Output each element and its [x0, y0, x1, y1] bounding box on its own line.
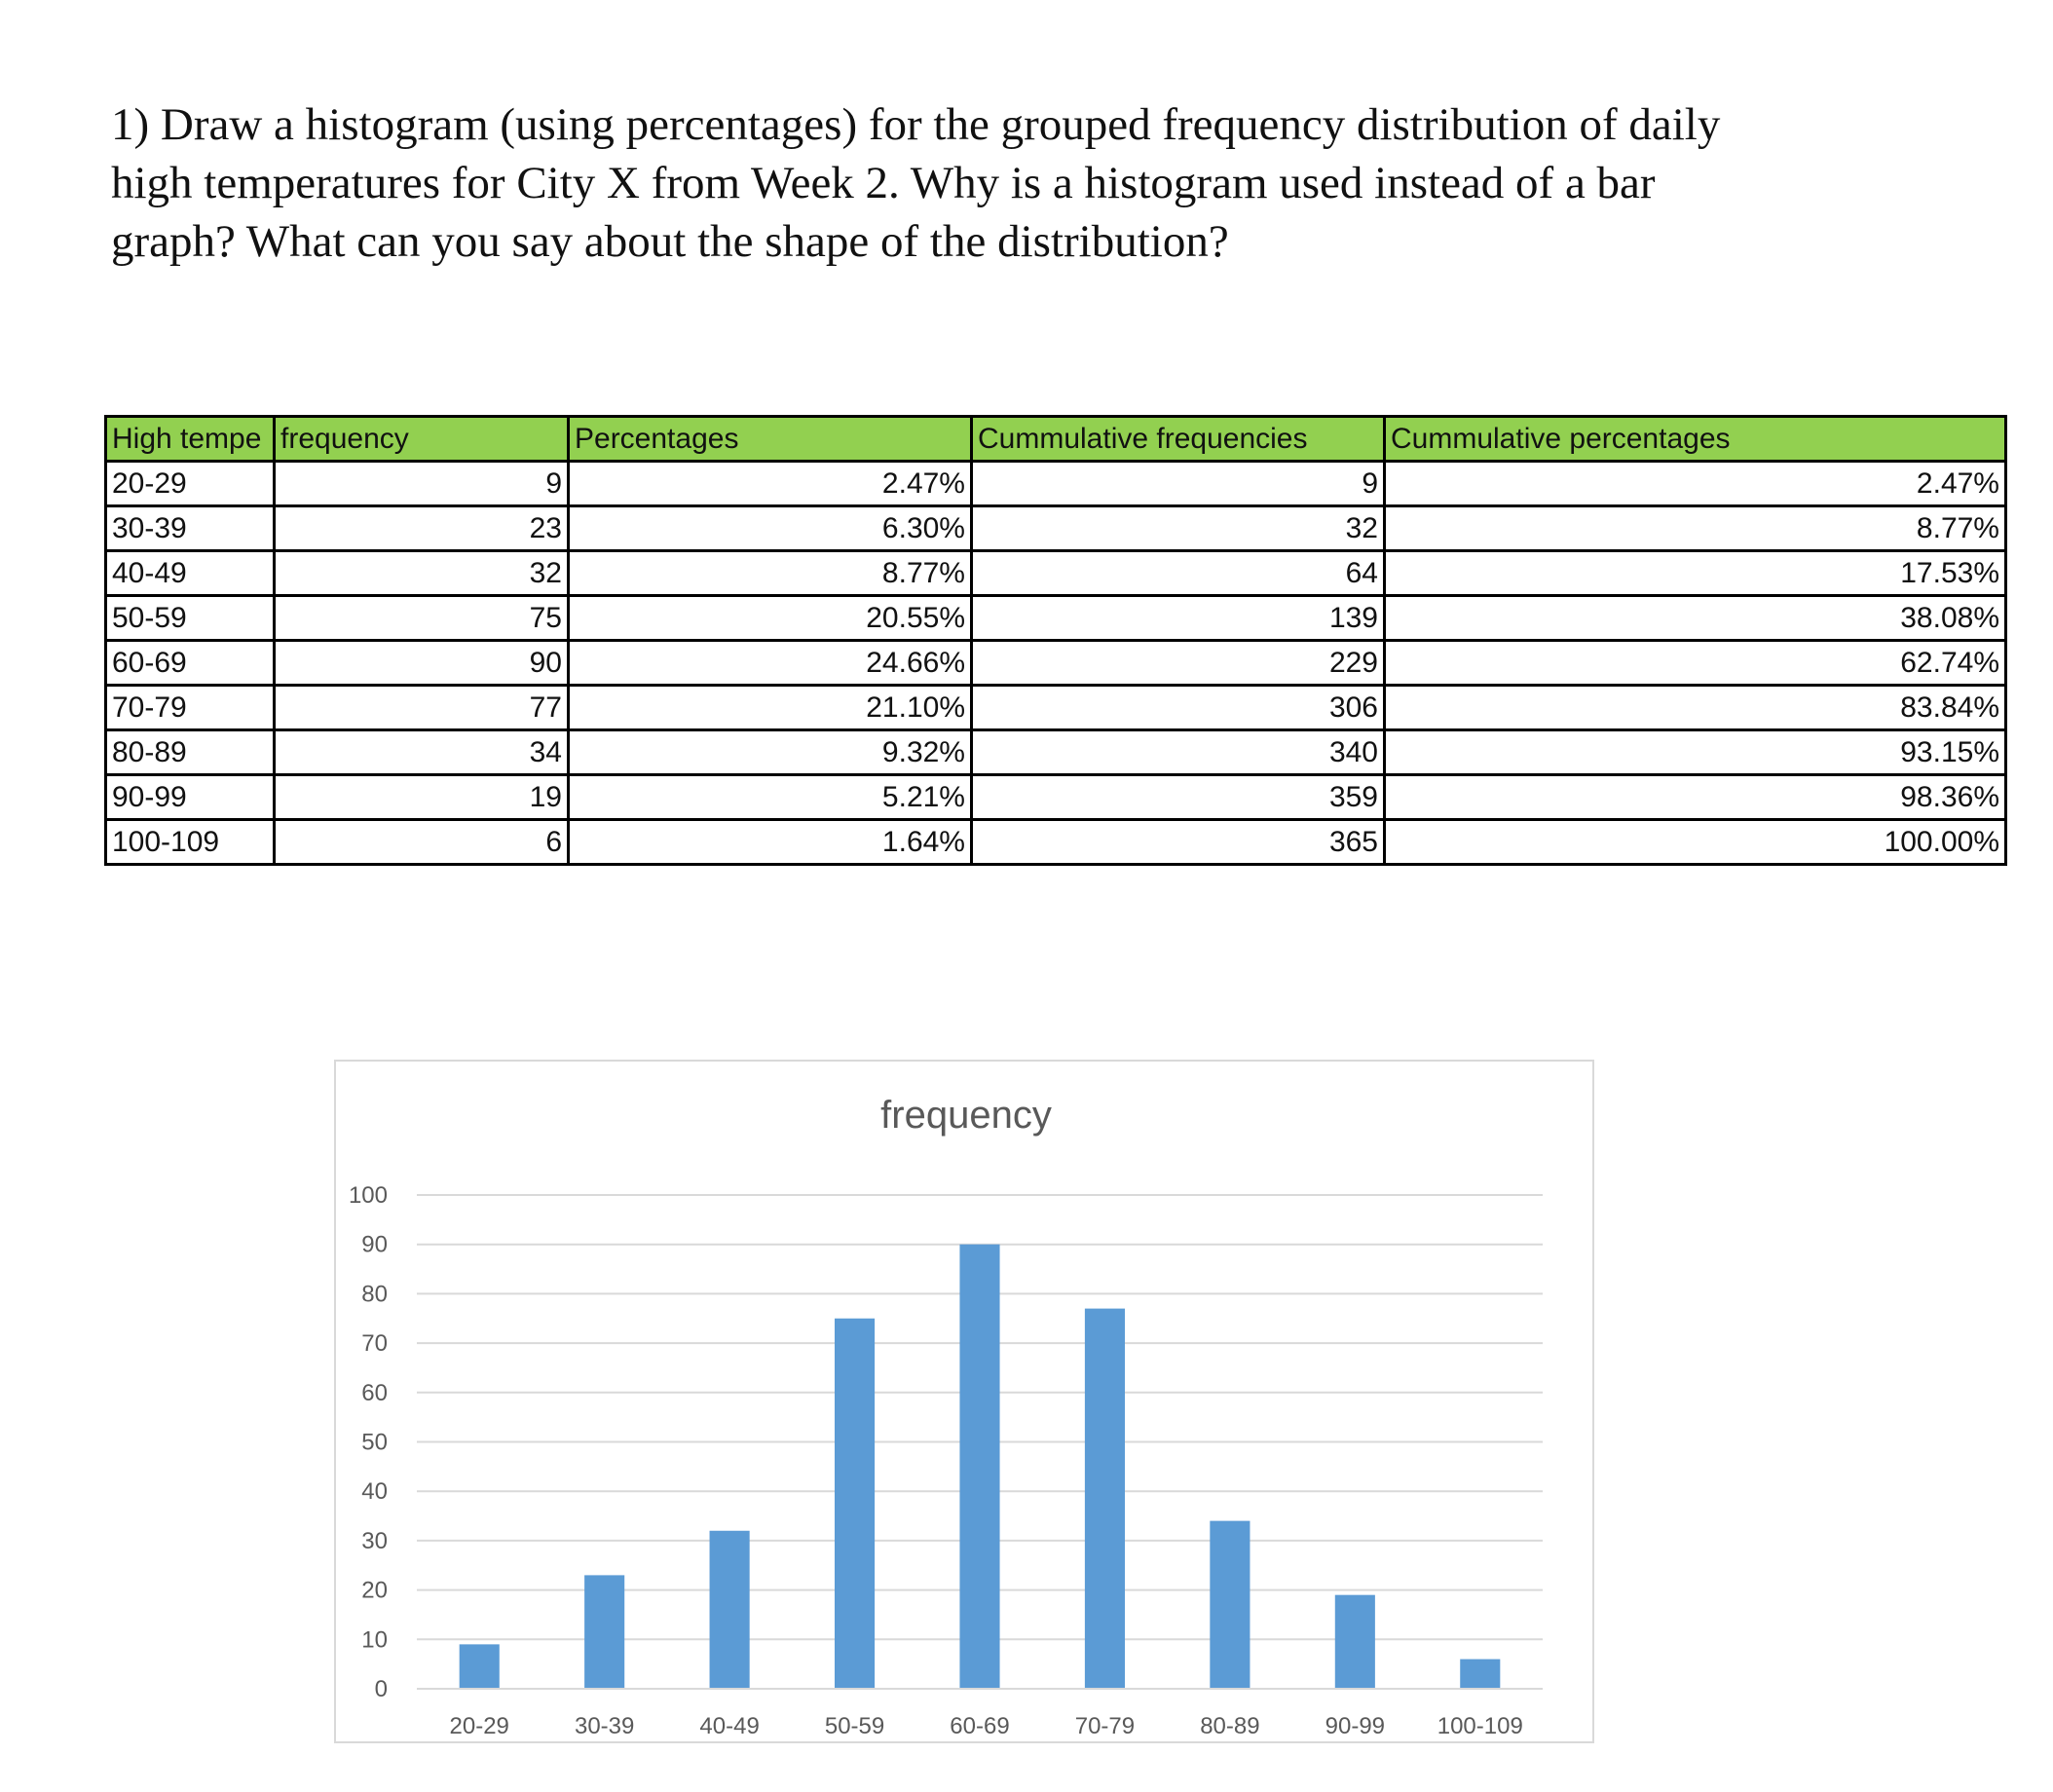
y-tick-label: 20 [361, 1578, 388, 1604]
table-row: 100-109 6 1.64% 365 100.00% [104, 818, 2007, 866]
y-tick-label: 30 [361, 1528, 388, 1554]
cell-range: 80-89 [104, 728, 276, 776]
y-tick-label: 90 [361, 1232, 388, 1258]
cell-cumulative-percentage: 38.08% [1383, 594, 2007, 642]
table-row: 20-29 9 2.47% 9 2.47% [104, 460, 2007, 507]
y-tick-label: 50 [361, 1430, 388, 1456]
question-text: 1) Draw a histogram (using percentages) … [111, 95, 1961, 271]
x-tick-label: 50-59 [825, 1713, 884, 1739]
cell-range: 70-79 [104, 684, 276, 731]
y-tick-label: 60 [361, 1380, 388, 1406]
cell-frequency: 32 [273, 549, 570, 597]
x-tick-label: 70-79 [1075, 1713, 1135, 1739]
cell-percentage: 21.10% [567, 684, 973, 731]
cell-percentage: 5.21% [567, 773, 973, 821]
x-tick-label: 100-109 [1437, 1713, 1523, 1739]
y-tick-label: 100 [349, 1182, 388, 1209]
table-row: 90-99 19 5.21% 359 98.36% [104, 773, 2007, 821]
histogram-bar [1334, 1594, 1375, 1689]
cell-range: 100-109 [104, 818, 276, 866]
table-row: 80-89 34 9.32% 340 93.15% [104, 728, 2007, 776]
chart-title: frequency [880, 1094, 1052, 1137]
cell-range: 20-29 [104, 460, 276, 507]
x-tick-label: 80-89 [1200, 1713, 1259, 1739]
histogram-bar [584, 1575, 625, 1689]
cell-cumulative-frequency: 359 [970, 773, 1386, 821]
table-row: 50-59 75 20.55% 139 38.08% [104, 594, 2007, 642]
table-row: 30-39 23 6.30% 32 8.77% [104, 504, 2007, 552]
cell-range: 90-99 [104, 773, 276, 821]
cell-percentage: 6.30% [567, 504, 973, 552]
cell-cumulative-frequency: 365 [970, 818, 1386, 866]
cell-range: 30-39 [104, 504, 276, 552]
y-tick-label: 70 [361, 1330, 388, 1357]
cell-frequency: 90 [273, 639, 570, 687]
cell-percentage: 1.64% [567, 818, 973, 866]
table-row: 70-79 77 21.10% 306 83.84% [104, 684, 2007, 731]
cell-frequency: 75 [273, 594, 570, 642]
cell-cumulative-percentage: 2.47% [1383, 460, 2007, 507]
cell-cumulative-percentage: 17.53% [1383, 549, 2007, 597]
cell-percentage: 8.77% [567, 549, 973, 597]
cell-cumulative-frequency: 229 [970, 639, 1386, 687]
y-tick-label: 80 [361, 1281, 388, 1307]
header-cumulative-percentages: Cummulative percentages [1383, 415, 2007, 463]
cell-range: 40-49 [104, 549, 276, 597]
question-line: high temperatures for City X from Week 2… [111, 158, 1656, 208]
histogram-bar [1210, 1520, 1250, 1689]
x-tick-label: 90-99 [1325, 1713, 1385, 1739]
header-frequency: frequency [273, 415, 570, 463]
cell-frequency: 6 [273, 818, 570, 866]
cell-cumulative-percentage: 83.84% [1383, 684, 2007, 731]
cell-frequency: 19 [273, 773, 570, 821]
y-tick-label: 40 [361, 1478, 388, 1505]
cell-range: 60-69 [104, 639, 276, 687]
cell-frequency: 23 [273, 504, 570, 552]
cell-percentage: 20.55% [567, 594, 973, 642]
histogram-bar [1084, 1308, 1125, 1689]
cell-cumulative-frequency: 9 [970, 460, 1386, 507]
x-tick-label: 40-49 [699, 1713, 759, 1739]
histogram-bar [1460, 1659, 1501, 1689]
histogram-bar [459, 1644, 500, 1689]
cell-cumulative-percentage: 62.74% [1383, 639, 2007, 687]
x-tick-label: 30-39 [575, 1713, 634, 1739]
header-cumulative-frequencies: Cummulative frequencies [970, 415, 1386, 463]
histogram-bar [835, 1318, 876, 1689]
cell-cumulative-percentage: 8.77% [1383, 504, 2007, 552]
cell-cumulative-percentage: 100.00% [1383, 818, 2007, 866]
header-high-temp: High tempe [104, 415, 276, 463]
cell-cumulative-percentage: 98.36% [1383, 773, 2007, 821]
cell-cumulative-frequency: 340 [970, 728, 1386, 776]
frequency-table: High tempe frequency Percentages Cummula… [104, 415, 2007, 866]
table-header-row: High tempe frequency Percentages Cummula… [104, 415, 2007, 463]
cell-cumulative-frequency: 32 [970, 504, 1386, 552]
table-row: 60-69 90 24.66% 229 62.74% [104, 639, 2007, 687]
cell-frequency: 77 [273, 684, 570, 731]
x-tick-label: 20-29 [450, 1713, 509, 1739]
cell-cumulative-frequency: 64 [970, 549, 1386, 597]
histogram-chart: frequency 0 10 20 30 40 50 60 70 80 90 100 20-29 30-… [334, 1060, 1594, 1743]
question-line: 1) Draw a histogram (using percentages) … [111, 99, 1721, 150]
cell-percentage: 24.66% [567, 639, 973, 687]
table-row: 40-49 32 8.77% 64 17.53% [104, 549, 2007, 597]
cell-percentage: 2.47% [567, 460, 973, 507]
y-tick-label: 0 [375, 1676, 388, 1702]
cell-percentage: 9.32% [567, 728, 973, 776]
y-tick-label: 10 [361, 1626, 388, 1653]
cell-range: 50-59 [104, 594, 276, 642]
cell-cumulative-frequency: 139 [970, 594, 1386, 642]
cell-frequency: 9 [273, 460, 570, 507]
chart-svg: frequency 0 10 20 30 40 50 60 70 80 90 100 20-29 30-… [349, 1094, 1543, 1739]
histogram-bar [959, 1244, 1000, 1689]
question-line: graph? What can you say about the shape … [111, 216, 1229, 267]
cell-frequency: 34 [273, 728, 570, 776]
histogram-bar [709, 1530, 750, 1689]
cell-cumulative-frequency: 306 [970, 684, 1386, 731]
cell-cumulative-percentage: 93.15% [1383, 728, 2007, 776]
x-tick-label: 60-69 [950, 1713, 1009, 1739]
header-percentages: Percentages [567, 415, 973, 463]
